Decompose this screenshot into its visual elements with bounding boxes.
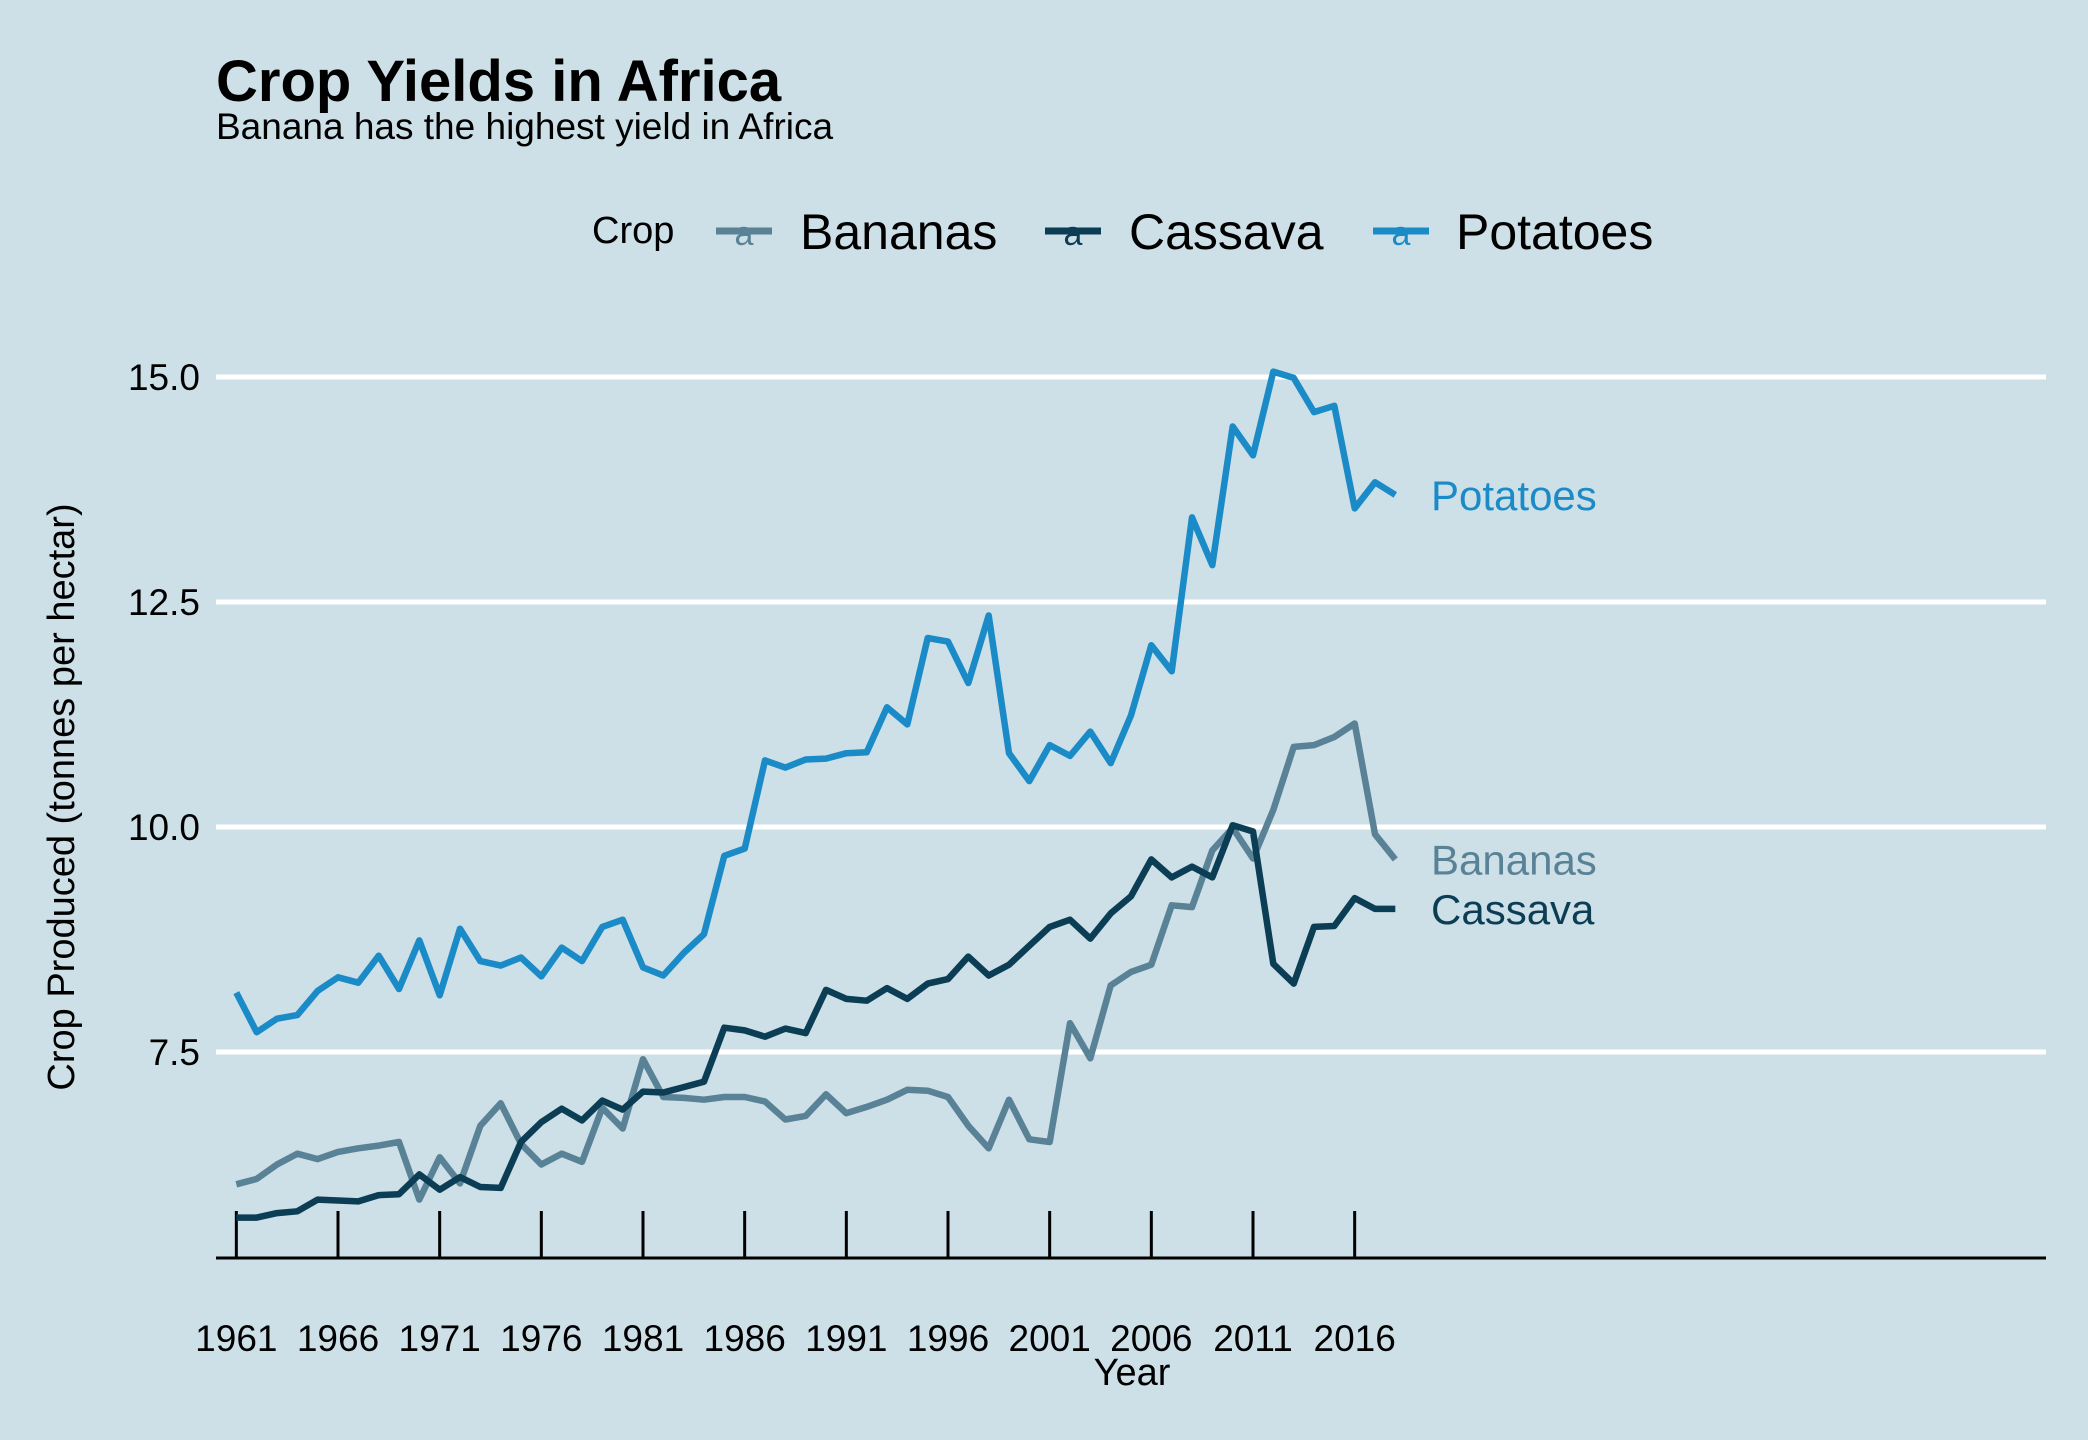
chart-subtitle: Banana has the highest yield in Africa — [216, 106, 833, 147]
y-tick-label: 12.5 — [128, 582, 200, 623]
x-tick-label: 2016 — [1314, 1318, 1396, 1359]
series-line-cassava — [236, 821, 1396, 1221]
x-axis-title: Year — [1094, 1352, 1171, 1394]
x-tick-label: 2006 — [1110, 1318, 1192, 1359]
legend-item-bananas: a Bananas — [716, 204, 997, 260]
series-lines — [233, 368, 1398, 1221]
legend: Crop a Bananas a Cassava a Potatoes — [592, 204, 1653, 260]
x-tick-label: 1976 — [500, 1318, 582, 1359]
y-axis-tick-labels: 7.5 10.0 12.5 15.0 — [128, 357, 200, 1073]
x-axis: 1961 1966 1971 1976 1981 1986 1991 1996 2001 2006… — [195, 1211, 2046, 1359]
x-tick-label: 2011 — [1213, 1318, 1293, 1359]
x-tick-label: 1961 — [195, 1318, 277, 1359]
end-label-bananas: Bananas — [1431, 836, 1597, 883]
y-tick-label: 10.0 — [128, 807, 200, 848]
legend-item-cassava: a Cassava — [1045, 204, 1324, 260]
end-label-potatoes: Potatoes — [1431, 472, 1597, 519]
y-tick-label: 15.0 — [128, 357, 200, 398]
series-line-potatoes — [233, 368, 1398, 1036]
legend-label-cassava: Cassava — [1129, 204, 1324, 260]
x-tick-label: 2001 — [1009, 1318, 1091, 1359]
legend-label-potatoes: Potatoes — [1456, 204, 1653, 260]
legend-item-potatoes: a Potatoes — [1373, 204, 1653, 260]
gridlines — [216, 374, 2046, 1055]
x-tick-label: 1971 — [399, 1318, 481, 1359]
y-axis-title: Crop Produced (tonnes per hectar) — [41, 503, 83, 1090]
legend-key-glyph-potatoes: a — [1392, 215, 1411, 253]
legend-label-bananas: Bananas — [800, 204, 997, 260]
x-tick-label: 1991 — [805, 1318, 887, 1359]
legend-title: Crop — [592, 210, 674, 252]
x-tick-label: 1966 — [297, 1318, 379, 1359]
legend-key-glyph-bananas: a — [735, 215, 754, 253]
x-tick-label: 1981 — [602, 1318, 684, 1359]
x-tick-label: 1996 — [907, 1318, 989, 1359]
legend-items: a Bananas a Cassava a Potatoes — [716, 204, 1653, 260]
legend-key-glyph-cassava: a — [1064, 215, 1083, 253]
y-tick-label: 7.5 — [149, 1032, 200, 1073]
chart-title: Crop Yields in Africa — [216, 49, 782, 114]
end-label-cassava: Cassava — [1431, 886, 1595, 933]
x-tick-label: 1986 — [704, 1318, 786, 1359]
